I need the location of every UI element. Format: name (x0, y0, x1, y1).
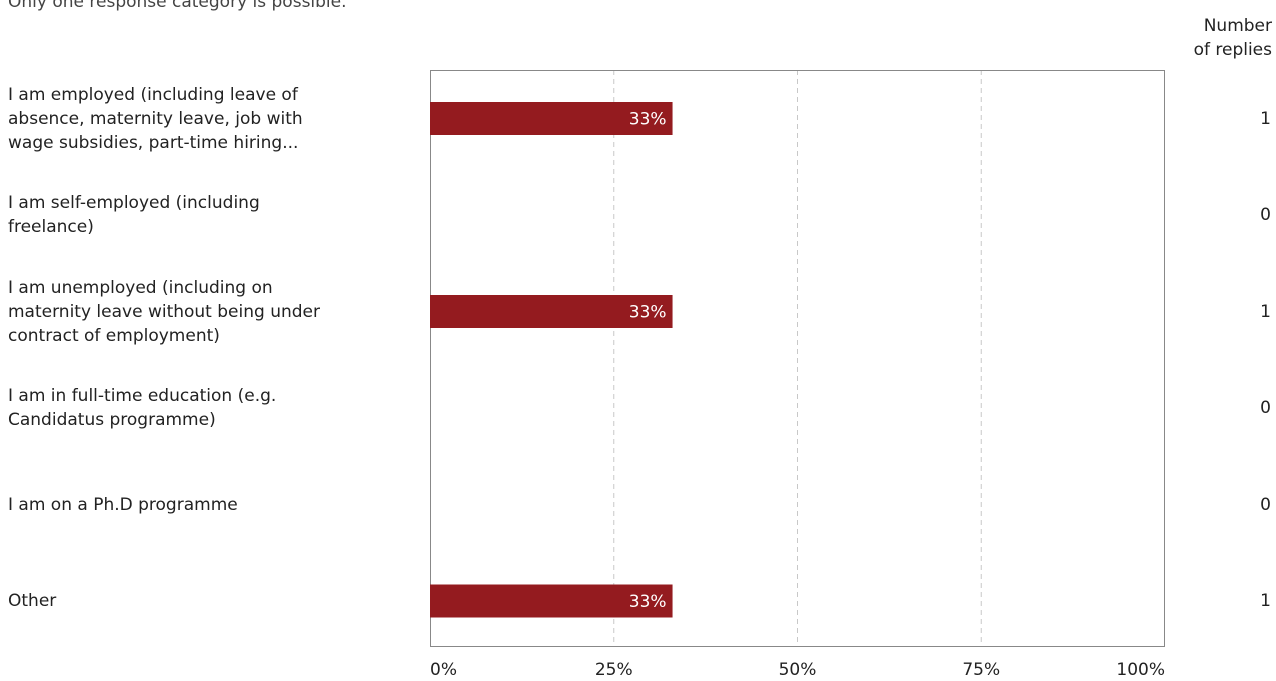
x-tick-label: 100% (1116, 660, 1165, 680)
reply-count: 0 (1260, 205, 1271, 225)
category-label-line: wage subsidies, part-time hiring... (8, 132, 299, 153)
reply-count: 0 (1260, 494, 1271, 515)
reply-count: 0 (1260, 398, 1271, 418)
bar (430, 295, 673, 328)
category-label-line: contract of employment) (8, 325, 220, 346)
category-label: I am unemployed (including on maternity l… (8, 276, 408, 348)
category-label-line: Candidatus programme) (8, 410, 216, 430)
count-header-line-2: of replies (1193, 40, 1272, 60)
reply-count: 1 (1260, 108, 1271, 129)
count-header-line-1: Number (1203, 16, 1272, 36)
chart-subtitle: Only one response category is possible. (8, 0, 347, 12)
bar-value-label: 33% (629, 110, 667, 130)
bar (430, 584, 673, 618)
bar-value-label: 33% (629, 592, 667, 612)
x-tick-label: 75% (962, 660, 1000, 680)
category-label-line: Other (8, 591, 57, 611)
category-label-line: I am on a Ph.D programme (8, 494, 238, 515)
bar (430, 102, 673, 135)
category-label: I am self-employed (including freelance) (8, 191, 408, 239)
category-label-line: I am employed (including leave of (8, 84, 298, 105)
plot-frame (430, 70, 1165, 647)
x-tick-label: 0% (430, 660, 457, 680)
reply-count: 1 (1260, 591, 1271, 611)
bar-value-label: 33% (629, 303, 667, 323)
category-label-line: I am self-employed (including (8, 193, 260, 213)
x-tick-label: 25% (595, 660, 633, 680)
category-label: I am on a Ph.D programme (8, 493, 408, 517)
category-label: I am in full-time education (e.g. Candida… (8, 384, 408, 432)
category-label-line: absence, maternity leave, job with (8, 108, 303, 129)
category-label-line: maternity leave without being under (8, 301, 320, 322)
category-label-line: I am in full-time education (e.g. (8, 386, 277, 406)
category-label-line: freelance) (8, 217, 94, 237)
reply-count: 1 (1260, 301, 1271, 322)
category-label-line: I am unemployed (including on (8, 277, 273, 298)
count-column-header: Number of replies (1194, 14, 1272, 62)
x-tick-label: 50% (779, 660, 817, 680)
category-label: Other (8, 589, 408, 613)
category-label: I am employed (including leave of absence… (8, 83, 408, 155)
